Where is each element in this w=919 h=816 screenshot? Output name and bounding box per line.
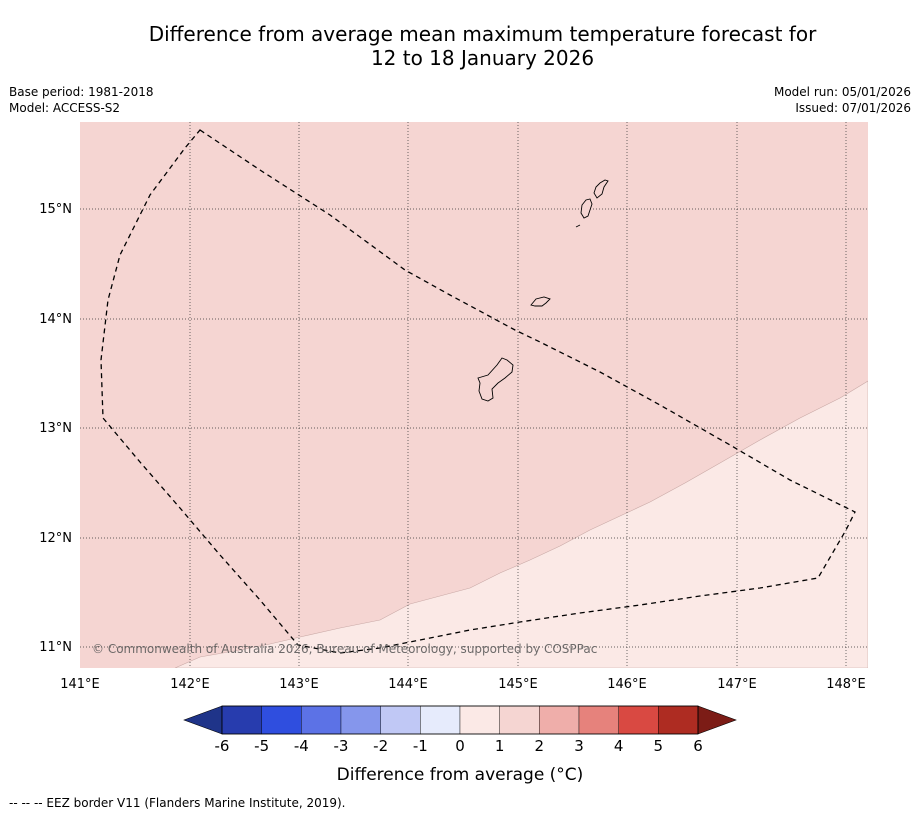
- colorbar-cell: [618, 705, 659, 735]
- lon-label: 143°E: [279, 677, 319, 692]
- meta-left: Base period: 1981-2018 Model: ACCESS-S2: [9, 84, 154, 116]
- lon-label: 144°E: [388, 677, 428, 692]
- colorbar-cell: [539, 705, 580, 735]
- lon-label: 146°E: [607, 677, 647, 692]
- issued-date: Issued: 07/01/2026: [795, 101, 911, 115]
- rota-island: [530, 296, 551, 307]
- lat-label: 14°N: [39, 312, 72, 327]
- colorbar-tick-label: -4: [294, 737, 309, 755]
- colorbar-tick-label: 6: [693, 737, 703, 755]
- colorbar-ticks: -6 -5 -4 -3 -2 -1 0 1 2 3 4 5 6: [215, 737, 703, 755]
- saipan-island: [593, 179, 609, 199]
- lon-labels: 141°E 142°E 143°E 144°E 145°E 146°E 147°…: [60, 677, 866, 692]
- colorbar-frame: [221, 705, 699, 735]
- anomaly-region-0-to-1: [174, 380, 868, 668]
- colorbar-tick-label: 2: [535, 737, 545, 755]
- colorbar-tick-label: -1: [413, 737, 428, 755]
- tinian-island: [580, 198, 593, 219]
- colorbar-cell: [261, 705, 302, 735]
- colorbar-cell: [578, 705, 619, 735]
- colorbar-cell: [221, 705, 262, 735]
- colorbar-tick-label: -6: [215, 737, 230, 755]
- colorbar-tick-label: -3: [334, 737, 349, 755]
- colorbar-cell: [380, 705, 421, 735]
- lat-label: 13°N: [39, 421, 72, 436]
- colorbar-tick-label: 4: [614, 737, 624, 755]
- title-line-2: 12 to 18 January 2026: [370, 46, 595, 70]
- lon-label: 145°E: [498, 677, 538, 692]
- colorbar-cells: [221, 705, 699, 735]
- colorbar-tick-label: 1: [495, 737, 505, 755]
- lat-label: 12°N: [39, 531, 72, 546]
- colorbar-cell: [658, 705, 699, 735]
- lon-label: 142°E: [170, 677, 210, 692]
- colorbar-cell: [340, 705, 381, 735]
- colorbar-label: Difference from average (°C): [337, 765, 584, 785]
- islands: [477, 179, 609, 402]
- lat-label: 11°N: [39, 640, 72, 655]
- colorbar-tick-label: 3: [574, 737, 584, 755]
- lon-label: 148°E: [826, 677, 866, 692]
- title-line-1: Difference from average mean maximum tem…: [148, 22, 817, 46]
- map-title: Difference from average mean maximum tem…: [40, 22, 919, 70]
- colorbar-under-arrow: [183, 705, 223, 735]
- model-name: Model: ACCESS-S2: [9, 101, 121, 115]
- colorbar-tick-label: 0: [455, 737, 465, 755]
- meta-right: Model run: 05/01/2026 Issued: 07/01/2026: [774, 84, 911, 116]
- colorbar-cell: [420, 705, 461, 735]
- colorbar-tick-label: -5: [254, 737, 269, 755]
- colorbar-cell: [459, 705, 500, 735]
- colorbar-tick-label: 5: [654, 737, 664, 755]
- copyright-text: © Commonwealth of Australia 2026, Bureau…: [92, 642, 597, 656]
- lon-label: 141°E: [60, 677, 100, 692]
- map-area: © Commonwealth of Australia 2026, Bureau…: [80, 122, 868, 668]
- gridlines: [80, 122, 868, 668]
- lat-label: 15°N: [39, 202, 72, 217]
- model-run: Model run: 05/01/2026: [773, 85, 911, 99]
- eez-footnote: -- -- -- EEZ border V11 (Flanders Marine…: [9, 796, 346, 810]
- lon-label: 147°E: [717, 677, 757, 692]
- aguijan-island: [575, 224, 581, 228]
- lat-labels: 15°N 14°N 13°N 12°N 11°N: [39, 202, 72, 655]
- eez-border: [100, 129, 856, 654]
- colorbar-over-arrow: [697, 705, 737, 735]
- base-period: Base period: 1981-2018: [9, 85, 154, 99]
- colorbar-tick-label: -2: [373, 737, 388, 755]
- colorbar-cell: [301, 705, 342, 735]
- colorbar-cell: [499, 705, 540, 735]
- colorbar: -6 -5 -4 -3 -2 -1 0 1 2 3 4 5 6 Difference from aver…: [183, 705, 737, 785]
- guam-island: [477, 357, 514, 402]
